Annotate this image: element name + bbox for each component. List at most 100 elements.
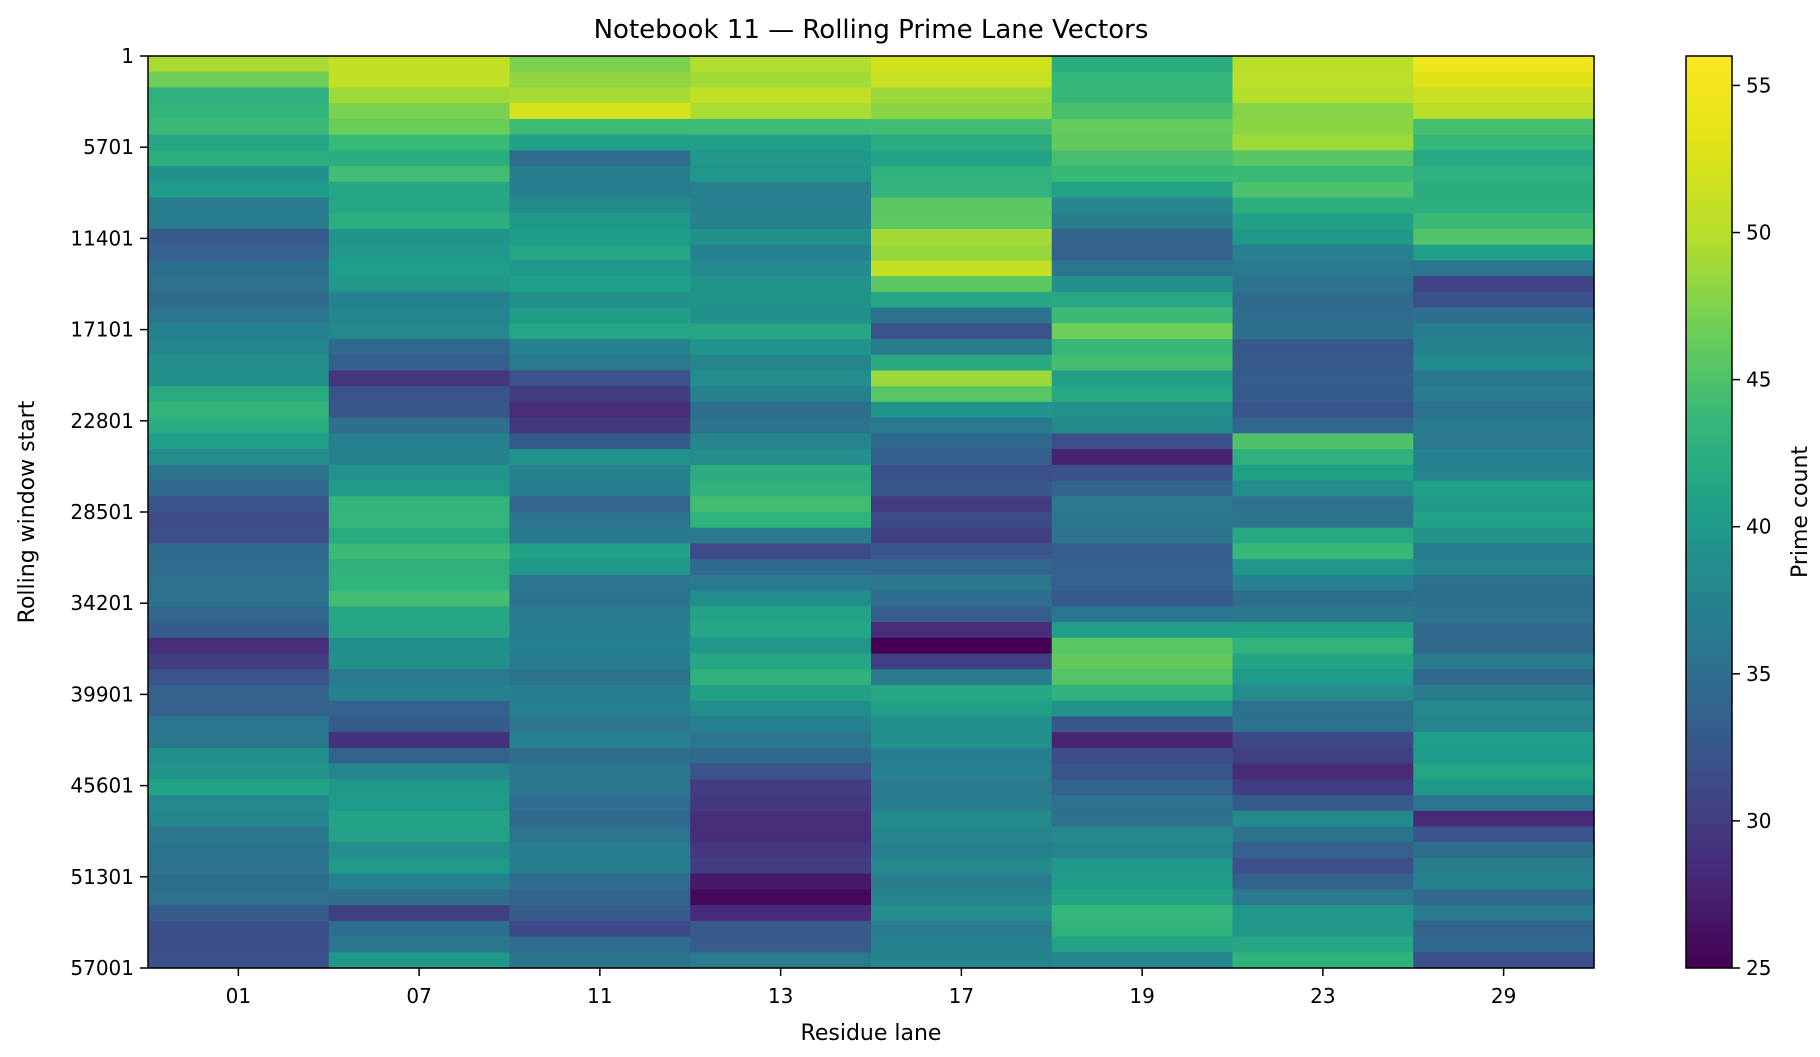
heatmap-cell [509,512,691,529]
heatmap-cell [871,779,1053,796]
heatmap-cell [1232,716,1414,733]
heatmap-cell [1232,103,1414,120]
heatmap-cell [148,480,330,497]
heatmap-cell [1232,527,1414,545]
heatmap-cell [1413,260,1595,277]
heatmap-cell [148,889,330,906]
heatmap-cell [1051,134,1234,151]
heatmap-cell [871,543,1053,560]
heatmap-cell [328,433,511,450]
y-tick-label: 22801 [70,409,134,433]
heatmap-cell [690,763,872,780]
heatmap-cell [1051,228,1234,246]
heatmap-cell [871,936,1053,953]
heatmap-cell [871,574,1053,592]
heatmap-cell [328,559,511,576]
heatmap-cell [509,386,691,403]
heatmap-cell [1051,118,1234,136]
heatmap-cell [148,150,330,167]
heatmap-cell [1413,197,1595,214]
heatmap-cell [509,936,691,953]
heatmap-cell [1051,181,1234,199]
heatmap-cell [1051,810,1234,828]
heatmap-cell [509,276,691,293]
heatmap-cell [1232,669,1414,686]
heatmap-cell [148,339,330,356]
heatmap-cell [509,527,691,545]
heatmap-cell [871,857,1053,875]
colorbar-tick-label: 55 [1746,73,1771,97]
heatmap-cell [871,637,1053,655]
heatmap-cell [1232,181,1414,199]
y-tick-label: 1 [121,44,134,68]
heatmap-cell [1232,810,1414,828]
heatmap-cell [871,87,1053,104]
heatmap-cell [871,417,1053,434]
heatmap-cell [509,480,691,497]
heatmap-cell [1051,905,1234,922]
heatmap-cell [690,574,872,592]
colorbar-tick-label: 35 [1746,662,1771,686]
heatmap-cell [328,653,511,670]
heatmap-cell [1413,87,1595,104]
heatmap-cell [1413,637,1595,655]
heatmap-cell [1413,842,1595,859]
heatmap-cell [1232,496,1414,513]
heatmap-cell [1232,433,1414,450]
heatmap-cell [871,795,1053,812]
heatmap-cell [1051,606,1234,623]
x-tick-label: 13 [768,984,793,1008]
heatmap-cell [509,732,691,749]
heatmap-cell [1232,213,1414,230]
heatmap-cell [1413,449,1595,466]
heatmap-cell [148,118,330,136]
heatmap-cell [1413,103,1595,120]
heatmap-cell [690,118,872,136]
heatmap-cell [1413,134,1595,151]
heatmap-cell [1232,512,1414,529]
heatmap-cell [1413,512,1595,529]
heatmap-cell [1051,716,1234,733]
heatmap-cell [1051,449,1234,466]
heatmap-cell [148,401,330,419]
heatmap-cell [509,71,691,89]
heatmap-cell [148,323,330,340]
heatmap-cell [1413,244,1595,262]
heatmap-cell [148,637,330,655]
heatmap-cell [1232,354,1414,372]
heatmap-cell [1051,826,1234,843]
heatmap-cell [1232,590,1414,607]
heatmap-cell [509,197,691,214]
heatmap-cell [328,684,511,702]
heatmap-cell [509,653,691,670]
heatmap-cell [1232,197,1414,214]
heatmap-cell [509,260,691,277]
heatmap-cell [1051,559,1234,576]
heatmap-cell [1413,228,1595,246]
heatmap-cell [871,920,1053,938]
heatmap-cell [148,354,330,372]
heatmap-cell [1232,244,1414,262]
heatmap-cell [1232,370,1414,387]
heatmap-cell [690,71,872,89]
heatmap-cell [690,307,872,324]
heatmap-cell [328,339,511,356]
x-tick-label: 11 [587,984,612,1008]
x-tick-label: 23 [1310,984,1335,1008]
heatmap-cell [148,622,330,639]
heatmap-cell [148,181,330,199]
heatmap-cell [690,276,872,293]
heatmap-cell [871,118,1053,136]
heatmap-cell [148,87,330,104]
heatmap-cell [328,166,511,183]
heatmap-cell [328,71,511,89]
heatmap-cell [1051,763,1234,780]
heatmap-cell [871,197,1053,214]
heatmap-cell [1232,260,1414,277]
heatmap-cell [1232,747,1414,765]
heatmap-cell [690,952,872,969]
heatmap-cell [1051,543,1234,560]
heatmap-cell [690,512,872,529]
heatmap-cell [1413,386,1595,403]
heatmap-cell [690,684,872,702]
